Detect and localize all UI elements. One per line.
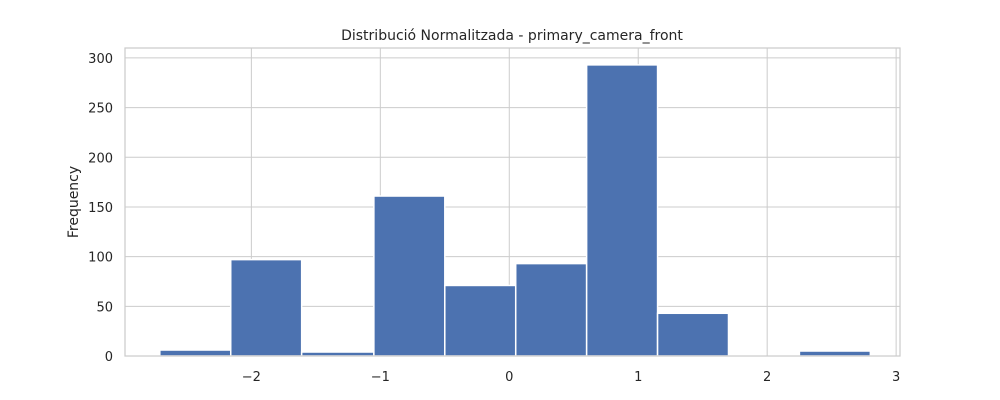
axis-ticks: −2 −1 0 1 2 3 0 50 100 150 200 250 300 [88,52,900,385]
x-tick-label: 0 [505,370,513,385]
histogram-bar [373,195,446,357]
histogram-bar [159,349,232,357]
y-tick-label: 100 [88,251,113,266]
histogram-bar [514,262,588,357]
x-tick-label: −1 [371,370,390,385]
histogram-bar [229,258,303,357]
plot-frame [124,47,901,357]
histogram-bar [798,350,872,357]
y-tick-label: 50 [96,300,113,315]
y-tick-label: 200 [88,151,113,166]
x-tick-label: −2 [242,370,261,385]
histogram-bar [585,64,659,357]
y-tick-label: 300 [88,52,113,67]
x-tick-label: 2 [763,370,771,385]
y-tick-label: 150 [88,201,113,216]
y-axis-label: Frequency [66,166,82,238]
chart-title: Distribució Normalitzada - primary_camer… [341,28,683,44]
histogram-bars [159,64,872,357]
y-tick-label: 250 [88,102,113,117]
x-tick-label: 1 [634,370,642,385]
histogram-bar [656,312,730,357]
histogram-bar [444,284,517,357]
x-tick-label: 3 [892,370,900,385]
y-tick-label: 0 [105,350,113,365]
